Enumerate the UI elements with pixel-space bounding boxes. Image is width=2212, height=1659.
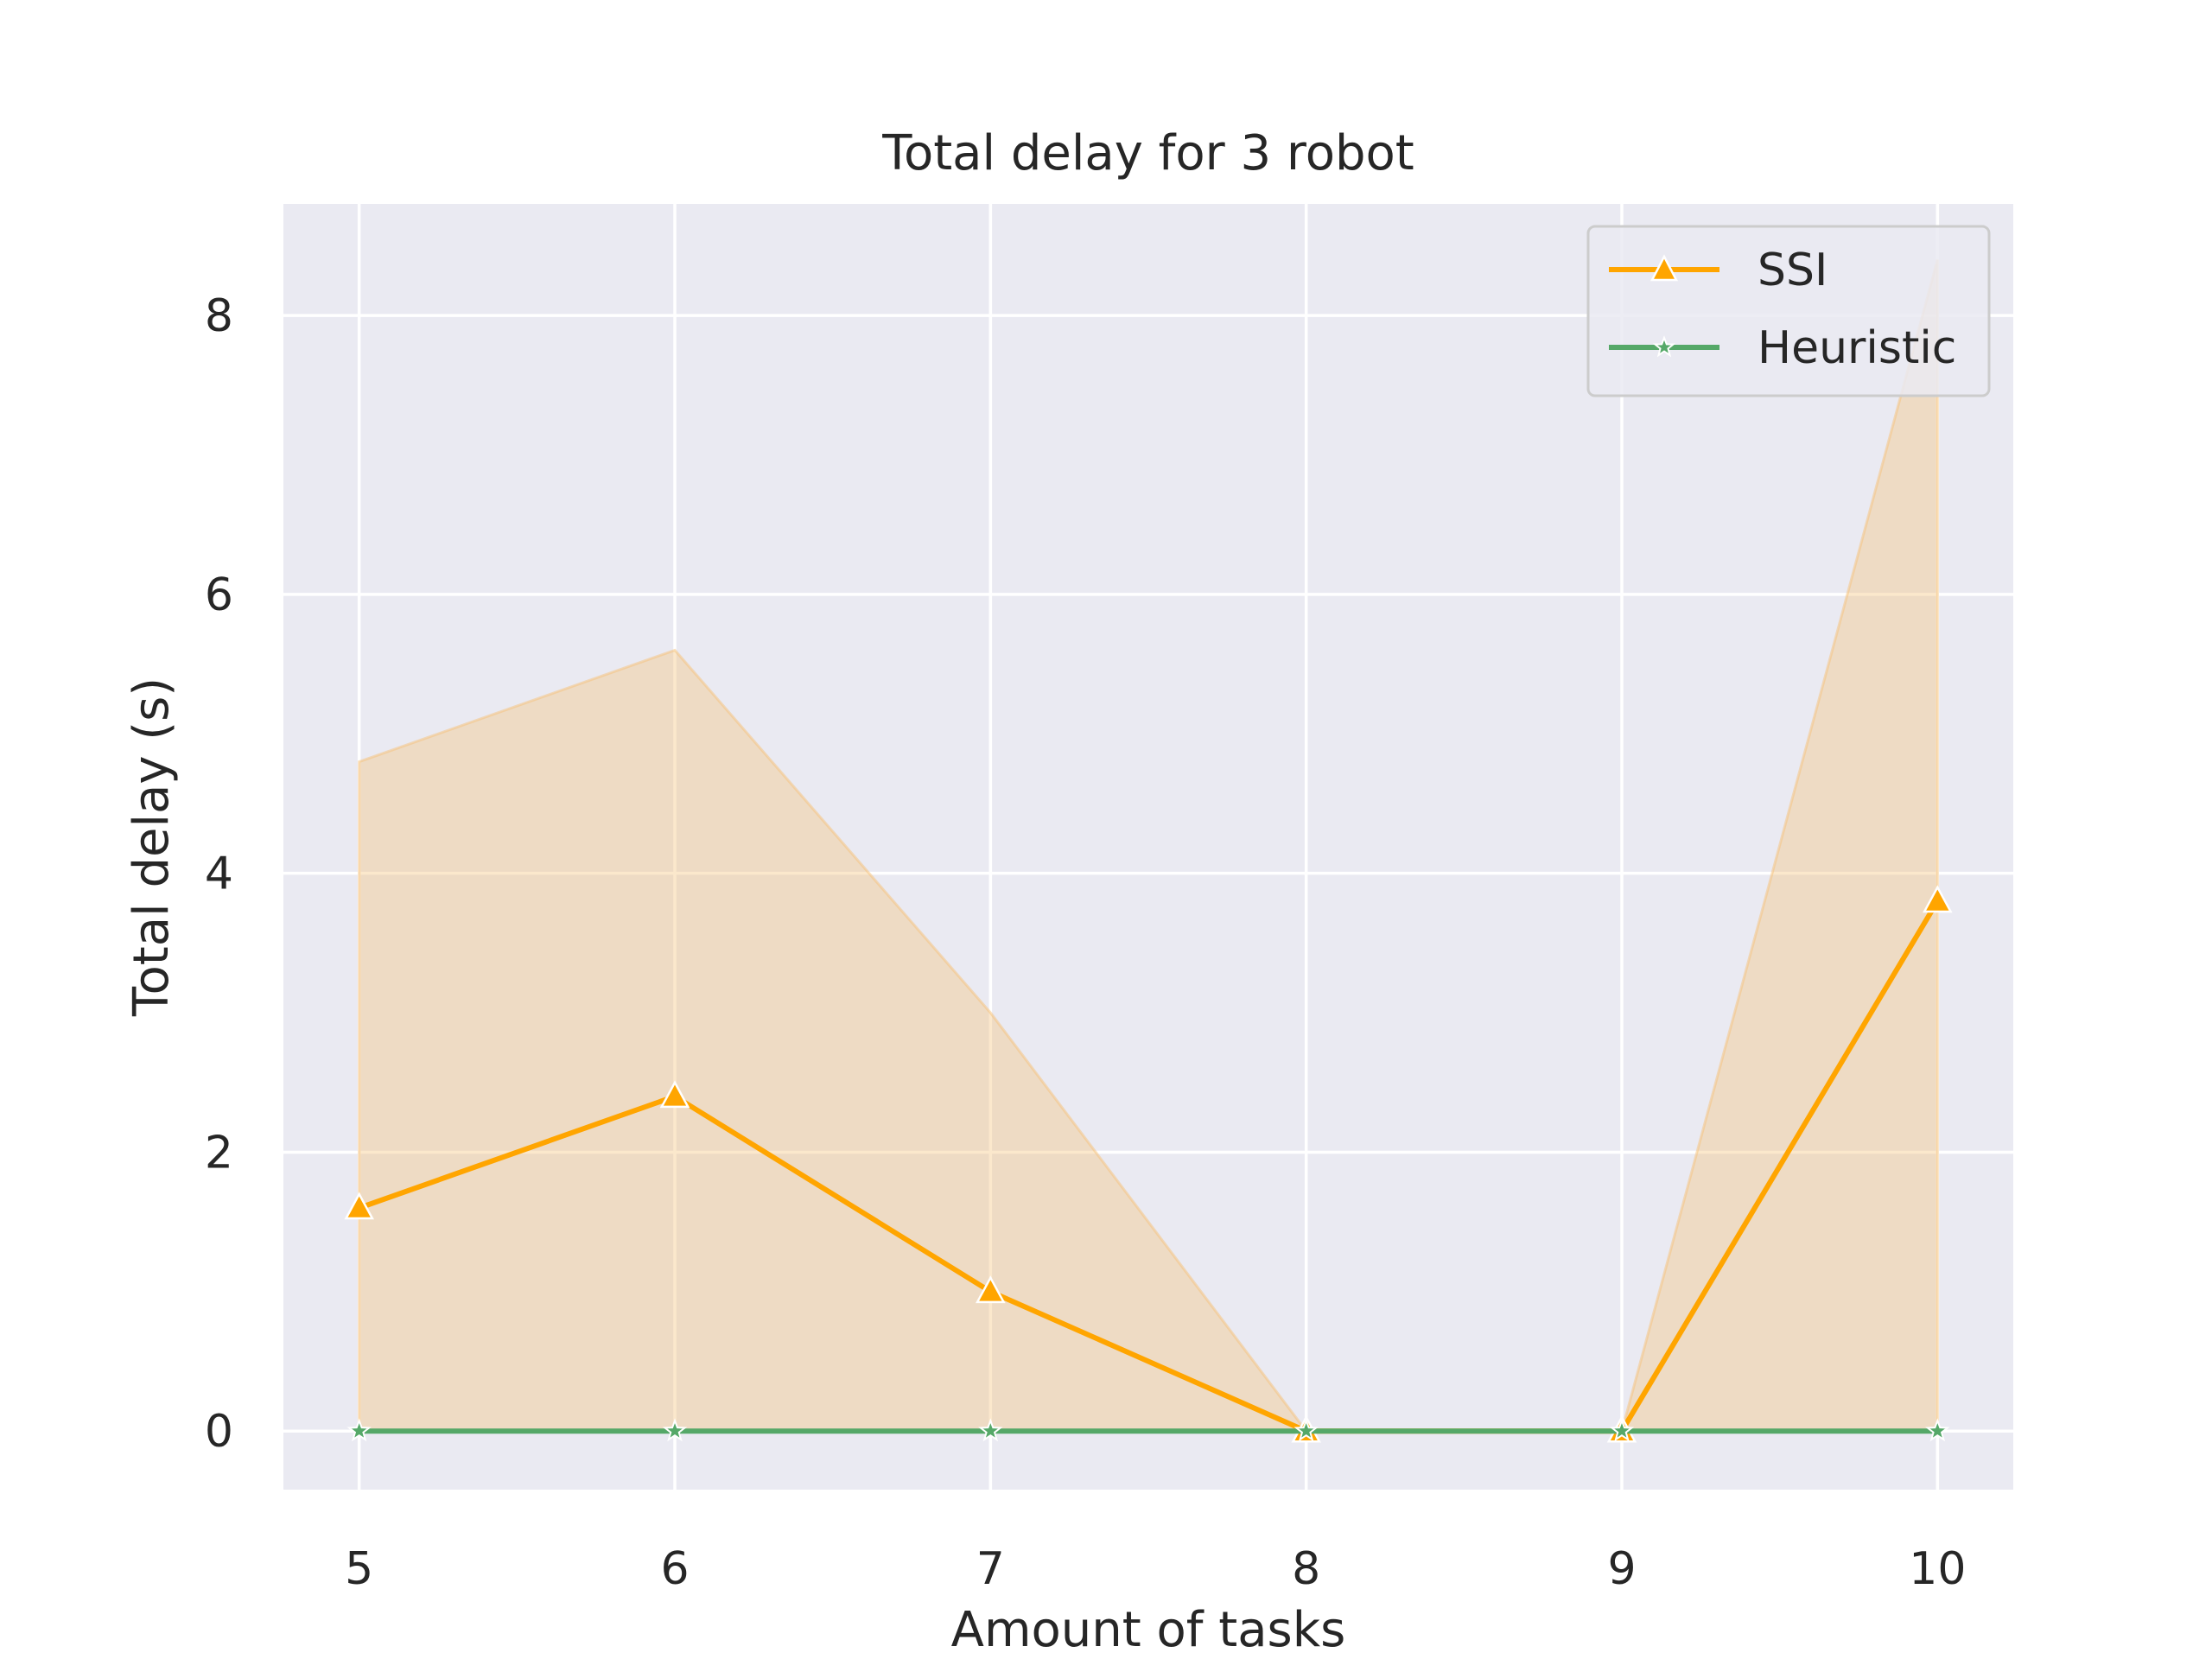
y-tick-label: 2 (205, 1127, 233, 1179)
y-axis-label: Total delay (s) (124, 677, 180, 1017)
plot-area (283, 204, 2013, 1490)
legend-item-heuristic[interactable]: Heuristic (1609, 322, 1956, 374)
y-tick-label: 4 (205, 849, 233, 900)
star-marker-icon (1652, 335, 1676, 358)
y-tick-label: 6 (205, 569, 233, 621)
chart-title: Total delay for 3 robot (881, 125, 1414, 181)
data-point-heuristic (978, 1418, 1003, 1442)
x-tick-label: 5 (345, 1543, 373, 1595)
data-point-heuristic (662, 1418, 688, 1442)
data-point-ssi (976, 1275, 1006, 1304)
triangle-marker-icon (1649, 254, 1679, 282)
x-tick-label: 9 (1607, 1543, 1636, 1595)
data-point-heuristic (1925, 1418, 1950, 1442)
data-point-heuristic (346, 1418, 372, 1442)
x-axis-label: Amount of tasks (951, 1602, 1346, 1658)
legend-item-ssi[interactable]: SSI (1609, 245, 1827, 296)
x-tick-label: 10 (1909, 1543, 1966, 1595)
series-lines (344, 885, 1953, 1443)
tick-labels: 5 6 7 8 9 10 0 2 4 6 8 (205, 290, 1967, 1595)
legend[interactable]: SSI Heuristic (1586, 225, 1991, 397)
series-line-ssi (358, 899, 1940, 1434)
y-tick-label: 0 (205, 1406, 233, 1458)
data-point-heuristic (1294, 1418, 1319, 1442)
y-tick-label: 8 (205, 290, 233, 342)
data-point-ssi (344, 1192, 374, 1220)
series-ssi (344, 885, 1953, 1443)
x-tick-label: 7 (976, 1543, 1005, 1595)
data-point-ssi (1923, 885, 1953, 913)
legend-label-heuristic: Heuristic (1758, 322, 1956, 374)
data-point-heuristic (1609, 1418, 1635, 1442)
x-tick-label: 6 (660, 1543, 689, 1595)
data-point-ssi (659, 1080, 690, 1109)
series-heuristic (346, 1418, 1950, 1442)
x-tick-label: 8 (1292, 1543, 1320, 1595)
legend-label-ssi: SSI (1758, 245, 1827, 296)
